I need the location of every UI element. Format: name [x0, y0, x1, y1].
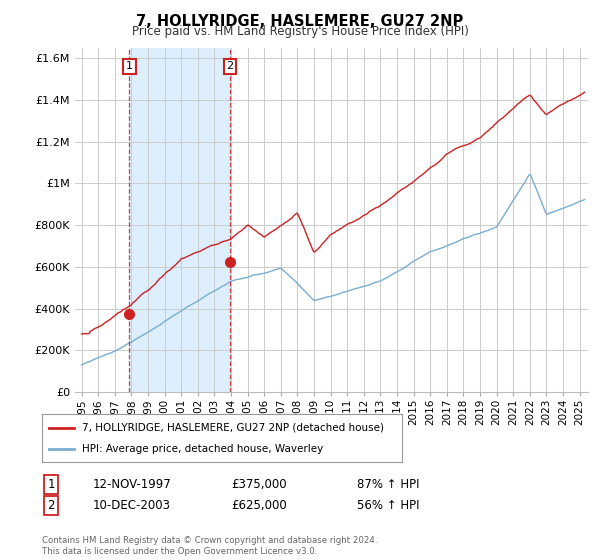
Text: 10-DEC-2003: 10-DEC-2003	[93, 498, 171, 512]
Text: Contains HM Land Registry data © Crown copyright and database right 2024.
This d: Contains HM Land Registry data © Crown c…	[42, 536, 377, 556]
Text: 56% ↑ HPI: 56% ↑ HPI	[357, 498, 419, 512]
Bar	[129, 48, 230, 392]
Text: 1: 1	[126, 62, 133, 71]
Text: £375,000: £375,000	[231, 478, 287, 491]
Text: 2: 2	[47, 498, 55, 512]
Text: 1: 1	[47, 478, 55, 491]
Text: 87% ↑ HPI: 87% ↑ HPI	[357, 478, 419, 491]
Text: Price paid vs. HM Land Registry's House Price Index (HPI): Price paid vs. HM Land Registry's House …	[131, 25, 469, 38]
Text: HPI: Average price, detached house, Waverley: HPI: Average price, detached house, Wave…	[82, 444, 323, 454]
Text: 12-NOV-1997: 12-NOV-1997	[93, 478, 172, 491]
Text: 2: 2	[226, 62, 233, 71]
Text: 7, HOLLYRIDGE, HASLEMERE, GU27 2NP (detached house): 7, HOLLYRIDGE, HASLEMERE, GU27 2NP (deta…	[82, 423, 383, 433]
Text: 7, HOLLYRIDGE, HASLEMERE, GU27 2NP: 7, HOLLYRIDGE, HASLEMERE, GU27 2NP	[136, 14, 464, 29]
Text: £625,000: £625,000	[231, 498, 287, 512]
